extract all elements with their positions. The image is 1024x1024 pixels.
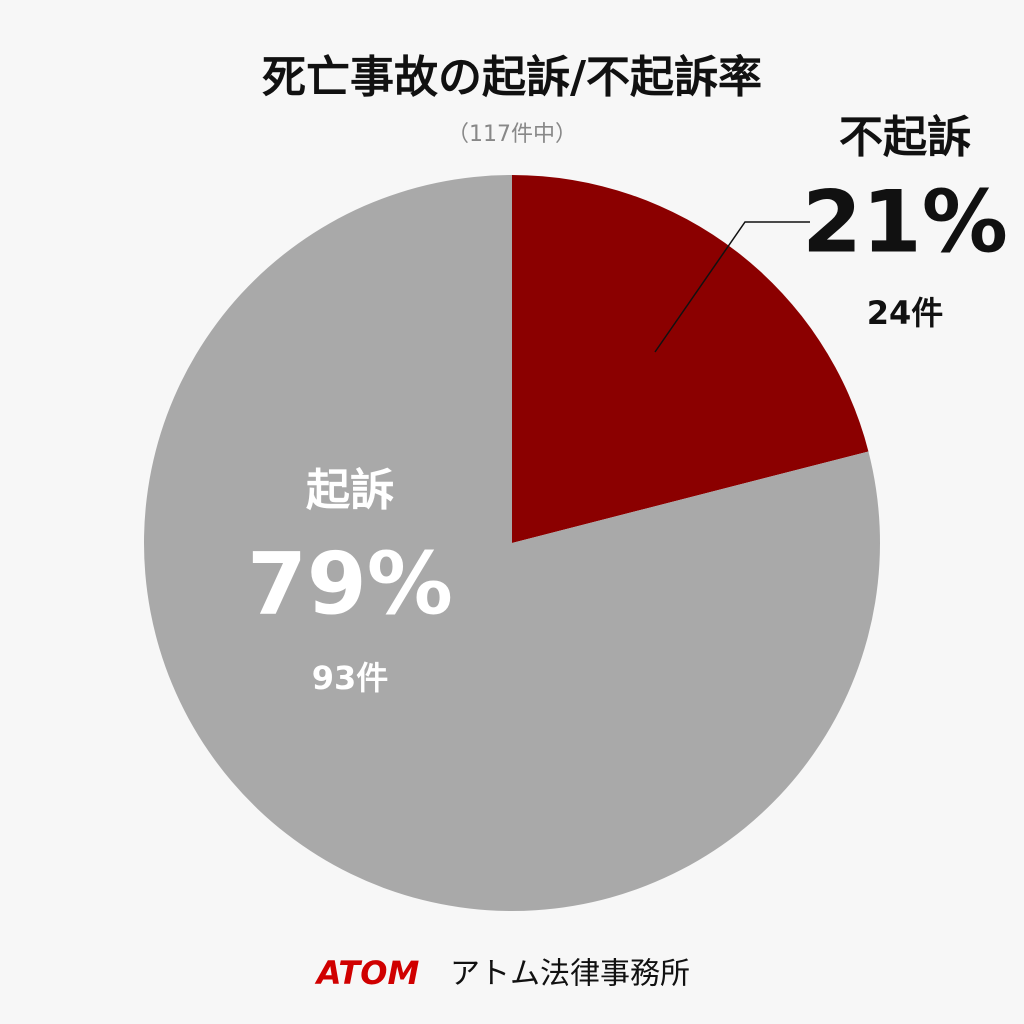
footer-name: アトム法律事務所	[450, 957, 690, 992]
value-label: 21%	[802, 172, 1008, 272]
footer-brand: ATOM	[314, 954, 420, 992]
value-label: 79%	[247, 534, 453, 634]
slice-name: 不起訴	[839, 112, 971, 163]
leader-line	[654, 221, 810, 353]
pie-slice	[512, 175, 869, 543]
chart-title: 死亡事故の起訴/不起訴率	[262, 52, 762, 103]
count-label: 24件	[867, 294, 944, 332]
chart-subtitle: （117件中）	[447, 122, 577, 147]
count-label: 93件	[312, 659, 389, 697]
slice-name: 起訴	[306, 465, 394, 516]
pie-slice	[144, 175, 881, 911]
